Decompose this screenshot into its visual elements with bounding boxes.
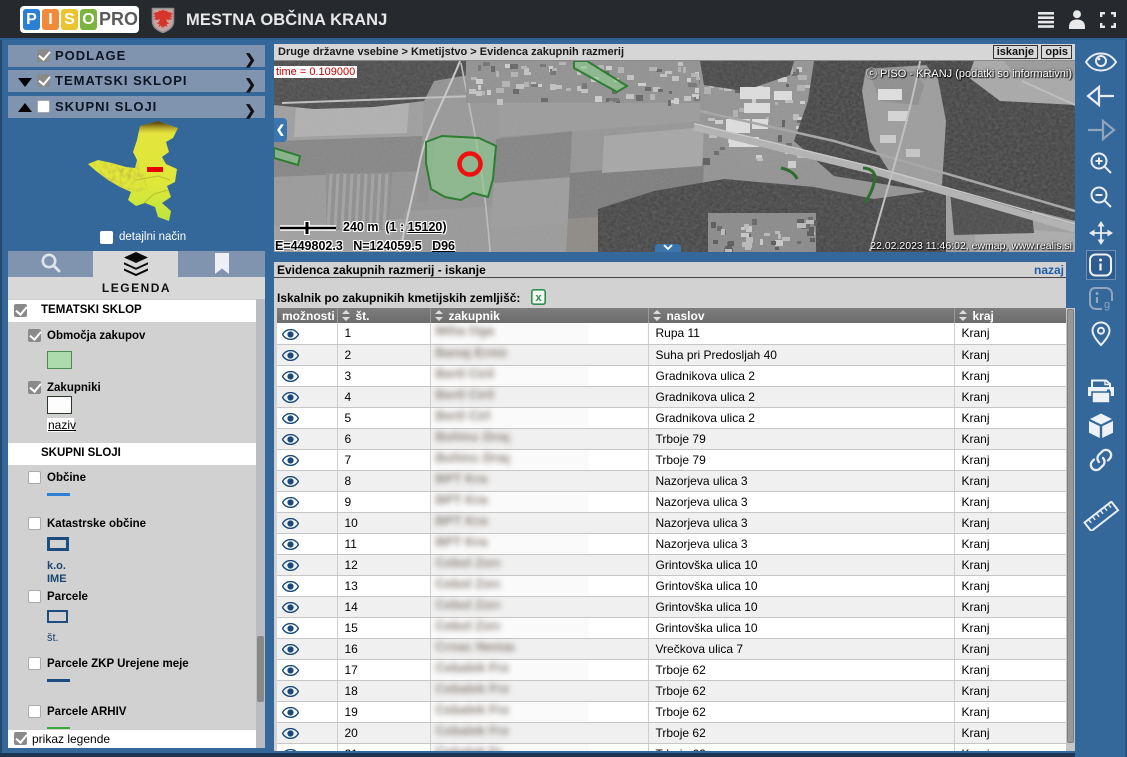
svg-text:x: x xyxy=(535,292,542,304)
svg-text:g: g xyxy=(1104,299,1110,311)
